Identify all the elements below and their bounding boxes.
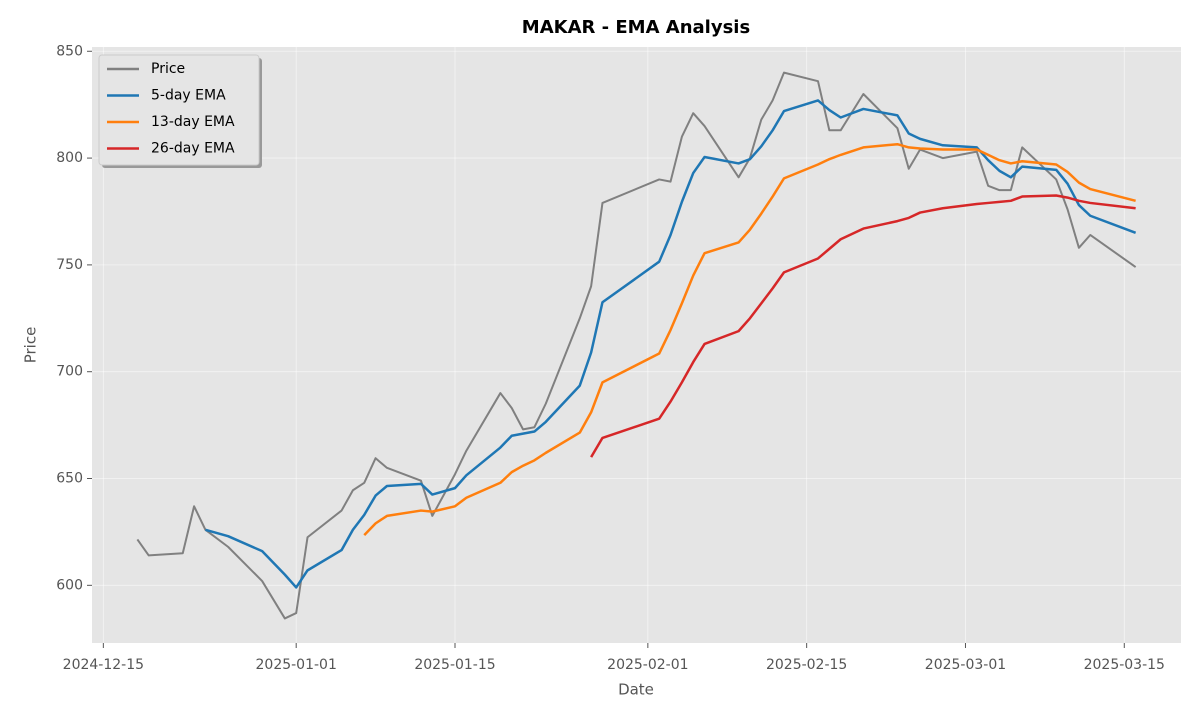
x-tick-label: 2025-03-01 bbox=[925, 657, 1006, 673]
x-tick-label: 2025-03-15 bbox=[1084, 657, 1165, 673]
line-series bbox=[590, 194, 1136, 458]
legend: Price 5-day EMA 13-day EMA 26-day EMA bbox=[98, 54, 262, 168]
y-axis-label: Price bbox=[22, 327, 40, 364]
chart-title: MAKAR - EMA Analysis bbox=[522, 17, 750, 38]
y-tick-label: 800 bbox=[56, 150, 83, 166]
x-tick-label: 2024-12-15 bbox=[63, 657, 144, 673]
y-tick-label: 850 bbox=[56, 43, 83, 59]
y-tick-label: 650 bbox=[56, 471, 83, 487]
legend-box bbox=[98, 54, 260, 166]
grid bbox=[92, 47, 1181, 643]
legend-label: Price bbox=[151, 61, 185, 77]
line-series bbox=[136, 71, 1137, 620]
plot-area bbox=[92, 47, 1181, 643]
y-tick-label: 750 bbox=[56, 257, 83, 273]
line-series bbox=[363, 142, 1136, 536]
x-tick-label: 2025-01-15 bbox=[414, 657, 495, 673]
x-tick-label: 2025-02-01 bbox=[607, 657, 688, 673]
x-axis-label: Date bbox=[618, 681, 654, 699]
x-tick-label: 2025-01-01 bbox=[256, 657, 337, 673]
legend-label: 13-day EMA bbox=[151, 114, 235, 130]
legend-label: 5-day EMA bbox=[151, 88, 226, 104]
line-series bbox=[205, 99, 1137, 589]
y-tick-label: 600 bbox=[56, 577, 83, 593]
y-tick-label: 700 bbox=[56, 364, 83, 380]
legend-label: 26-day EMA bbox=[151, 141, 235, 157]
x-tick-label: 2025-02-15 bbox=[766, 657, 847, 673]
